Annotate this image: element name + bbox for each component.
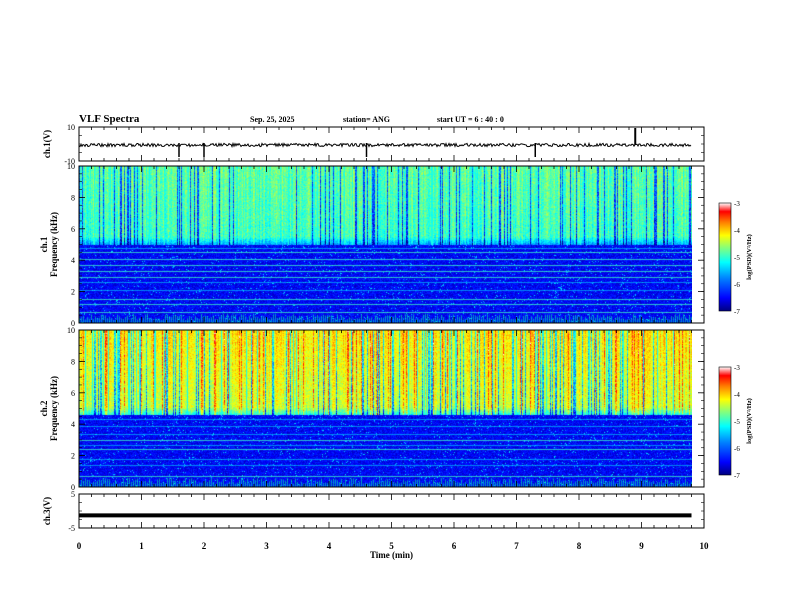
- colorbar-tick-label: -6: [734, 445, 740, 453]
- y-tick-label: 10: [67, 326, 75, 335]
- chart-date: Sep. 25, 2025: [250, 115, 295, 124]
- x-tick-label: 4: [327, 541, 332, 551]
- colorbar-title-text: log(PSD)(V²/Hz): [746, 398, 753, 444]
- y-tick-label: -10: [64, 157, 75, 166]
- x-tick-label: 0: [77, 541, 82, 551]
- axis-title-line: ch.1: [39, 236, 49, 252]
- y-tick-label: 6: [71, 389, 75, 398]
- x-tick-label: 8: [577, 541, 582, 551]
- colorbar-tick-label: -7: [734, 308, 740, 316]
- colorbar-tick-label: -5: [734, 418, 740, 426]
- y-tick-label: 4: [71, 420, 75, 429]
- spectrogram-ch2: [79, 330, 692, 487]
- y-tick-label: 4: [71, 256, 75, 265]
- y-tick-label: 2: [71, 288, 75, 297]
- x-tick-label: 6: [452, 541, 457, 551]
- chart-title: VLF Spectra: [79, 113, 140, 125]
- colorbar-tick-label: -3: [734, 364, 740, 372]
- chart-start-time: start UT = 6 : 40 : 0: [437, 115, 504, 124]
- x-axis-title: Time (min): [370, 550, 413, 560]
- colorbar-tick-label: -7: [734, 472, 740, 480]
- y-tick-label: 6: [71, 225, 75, 234]
- y-tick-label: 0: [71, 319, 75, 328]
- y-tick-label: -5: [68, 524, 75, 533]
- colorbar-tick-label: -4: [734, 227, 740, 235]
- ch1-voltage-axis-title: ch.1(V): [42, 130, 52, 158]
- colorbar-ch2: [718, 366, 732, 476]
- colorbar-tick-label: -5: [734, 254, 740, 262]
- ch1-waveform-line: [78, 141, 692, 149]
- ch1-voltage-axis-title-text: ch.1(V): [42, 130, 52, 158]
- axis-title-line: ch.2: [39, 400, 49, 416]
- colorbar-ch1: [718, 202, 732, 312]
- chart-station: station= ANG: [343, 115, 391, 124]
- x-tick-label: 7: [514, 541, 519, 551]
- ch2-frequency-axis-title: ch.2 Frequency (kHz): [39, 376, 59, 441]
- colorbar-title-text: log(PSD)(V²/Hz): [746, 234, 753, 280]
- x-tick-label: 2: [202, 541, 207, 551]
- ch3-voltage-axis-title-text: ch.3(V): [42, 497, 52, 525]
- x-tick-label: 5: [389, 541, 394, 551]
- colorbar-title-ch1: log(PSD)(V²/Hz): [746, 234, 753, 280]
- axis-title-line: Frequency (kHz): [49, 212, 59, 277]
- y-tick-label: 5: [71, 490, 75, 499]
- colorbar-tick-label: -4: [734, 391, 740, 399]
- y-tick-label: 10: [67, 162, 75, 171]
- colorbar-title-ch2: log(PSD)(V²/Hz): [746, 398, 753, 444]
- x-tick-label: 10: [700, 541, 710, 551]
- colorbar-tick-label: -3: [734, 200, 740, 208]
- x-tick-label: 9: [639, 541, 644, 551]
- y-tick-label: 10: [67, 123, 75, 132]
- y-tick-label: 2: [71, 452, 75, 461]
- y-tick-label: 8: [71, 357, 75, 366]
- ch1-frequency-axis-title: ch.1 Frequency (kHz): [39, 212, 59, 277]
- x-tick-label: 1: [139, 541, 144, 551]
- x-tick-label: 3: [264, 541, 269, 551]
- axis-title-line: Frequency (kHz): [49, 376, 59, 441]
- y-tick-label: 0: [71, 483, 75, 492]
- spectrogram-ch1: [79, 166, 692, 323]
- y-tick-label: 8: [71, 193, 75, 202]
- ch3-voltage-axis-title: ch.3(V): [42, 497, 52, 525]
- colorbar-tick-label: -6: [734, 281, 740, 289]
